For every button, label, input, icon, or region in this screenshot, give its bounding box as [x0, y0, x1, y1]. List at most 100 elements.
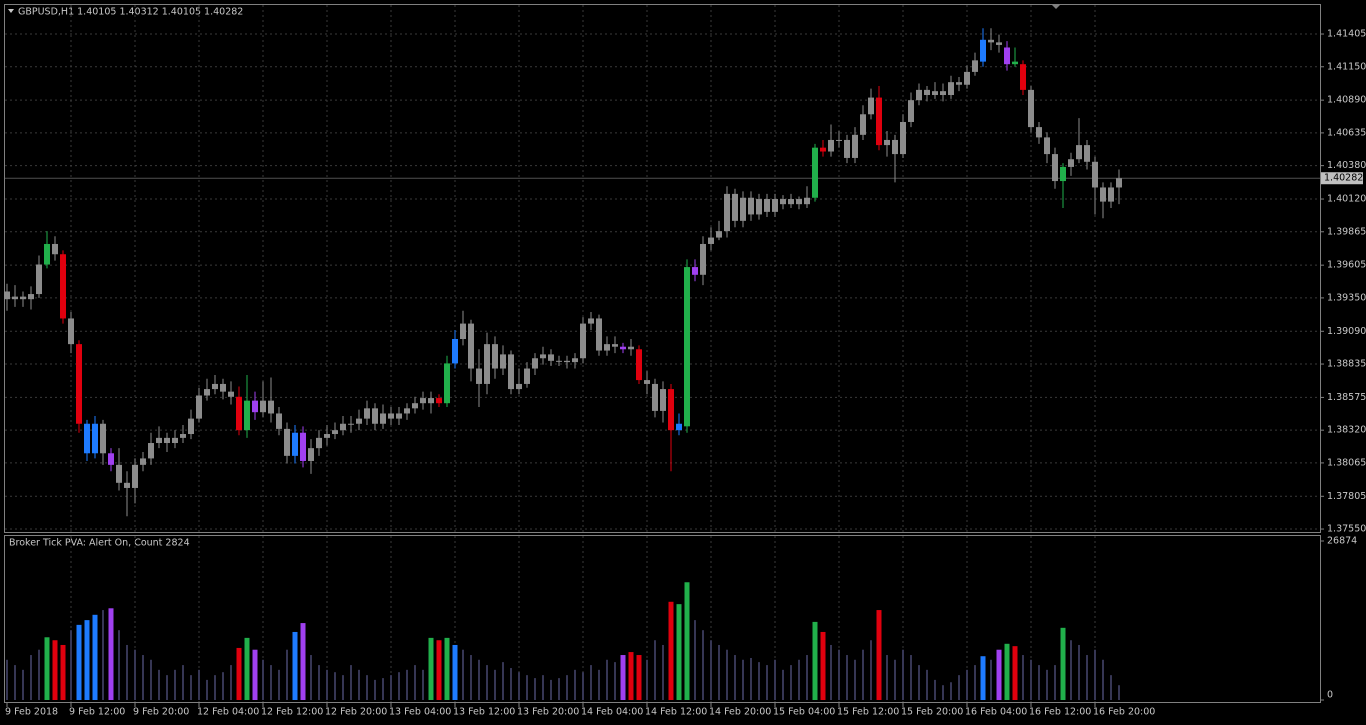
candle-body	[388, 413, 394, 419]
volume-bar	[894, 659, 896, 700]
x-tick-label: 9 Feb 20:00	[133, 707, 189, 718]
candle-body	[172, 437, 178, 444]
chart-title: GBPUSD,H1 1.40105 1.40312 1.40105 1.4028…	[18, 7, 243, 18]
volume-bar	[668, 601, 674, 700]
volume-bar	[102, 610, 104, 700]
y-tick-label: 1.39605	[1327, 260, 1366, 271]
candle-body	[4, 291, 10, 300]
volume-bar	[270, 665, 272, 700]
candle-body	[76, 344, 82, 424]
candle-body	[660, 389, 666, 411]
collapse-arrow[interactable]	[8, 9, 14, 13]
volume-bar	[358, 669, 360, 700]
volume-bar	[166, 675, 168, 700]
candle-body	[1020, 64, 1026, 90]
candle-body	[780, 199, 786, 205]
volume-bar	[910, 655, 912, 700]
x-tick-label: 9 Feb 12:00	[69, 707, 125, 718]
volume-bar	[1022, 655, 1024, 700]
volume-bar	[326, 669, 328, 700]
candle-body	[484, 344, 490, 384]
volume-bar	[462, 649, 464, 700]
y-tick-label: 26874	[1327, 536, 1357, 547]
volume-bar	[126, 644, 128, 700]
volume-bar	[52, 640, 58, 700]
volume-bar	[684, 582, 690, 700]
candle-body	[332, 430, 338, 435]
volume-bar	[662, 644, 664, 700]
volume-bar	[806, 655, 808, 700]
candle-body	[156, 437, 162, 444]
volume-bar	[710, 640, 712, 700]
y-tick-label: 1.40380	[1327, 160, 1366, 171]
candle-body	[932, 91, 938, 96]
volume-bar	[966, 669, 968, 700]
volume-bar	[902, 649, 904, 700]
candle-body	[620, 346, 626, 350]
volume-bar	[798, 659, 800, 700]
candle-body	[340, 423, 346, 431]
candle-body	[148, 443, 154, 459]
volume-bar	[942, 685, 944, 700]
volume-bar	[614, 662, 616, 700]
volume-bar	[60, 644, 66, 700]
candle-body	[476, 368, 482, 384]
volume-bar	[550, 679, 552, 700]
volume-bar	[750, 657, 752, 700]
y-tick-label: 1.38065	[1327, 457, 1366, 468]
x-tick-label: 15 Feb 20:00	[901, 707, 963, 718]
candle-body	[68, 318, 74, 345]
y-tick-label: 1.38320	[1327, 425, 1366, 436]
candle-body	[956, 82, 962, 85]
volume-bar	[76, 624, 82, 700]
candle-body	[1068, 159, 1074, 167]
candle-body	[700, 243, 706, 275]
volume-bar	[1012, 646, 1018, 700]
y-tick-label: 1.39865	[1327, 226, 1366, 237]
candle-body	[644, 380, 650, 384]
volume-bar	[628, 652, 634, 700]
volume-bar	[310, 655, 312, 700]
volume-bar	[38, 649, 40, 700]
candle-body	[668, 389, 674, 431]
volume-bar	[452, 644, 458, 700]
candle-body	[308, 448, 314, 461]
volume-bar	[366, 675, 368, 700]
candle-body	[124, 482, 130, 488]
candle-body	[788, 199, 794, 205]
candle-body	[364, 408, 370, 419]
y-tick-label: 1.37805	[1327, 491, 1366, 502]
volume-bar	[374, 679, 376, 700]
volume-bar	[134, 649, 136, 700]
candle-body	[36, 264, 42, 295]
candle-body	[876, 97, 882, 146]
volume-bar	[990, 659, 992, 700]
candle-body	[276, 413, 282, 429]
candle-body	[28, 294, 34, 300]
candle-body	[436, 398, 442, 404]
volume-bar	[846, 655, 848, 700]
candle-body	[348, 423, 354, 425]
candle-body	[372, 408, 378, 424]
volume-bar	[926, 669, 928, 700]
candle-body	[428, 398, 434, 404]
candle-body	[836, 139, 842, 141]
candle-body	[12, 296, 18, 300]
candle-body	[196, 395, 202, 419]
volume-bar	[790, 665, 792, 700]
candle-body	[716, 231, 722, 238]
candle-body	[284, 428, 290, 456]
volume-bar	[820, 631, 826, 700]
x-tick-label: 16 Feb 20:00	[1093, 707, 1155, 718]
candle-body	[604, 344, 610, 351]
volume-bar	[14, 665, 16, 700]
y-tick-label: 1.41405	[1327, 29, 1366, 40]
candle-body	[596, 318, 602, 351]
candle-body	[1044, 137, 1050, 155]
candle-body	[1012, 61, 1018, 65]
y-tick-label: 0	[1327, 690, 1333, 701]
volume-bar	[436, 640, 442, 700]
volume-bar	[582, 672, 584, 700]
candle-body	[1052, 154, 1058, 182]
